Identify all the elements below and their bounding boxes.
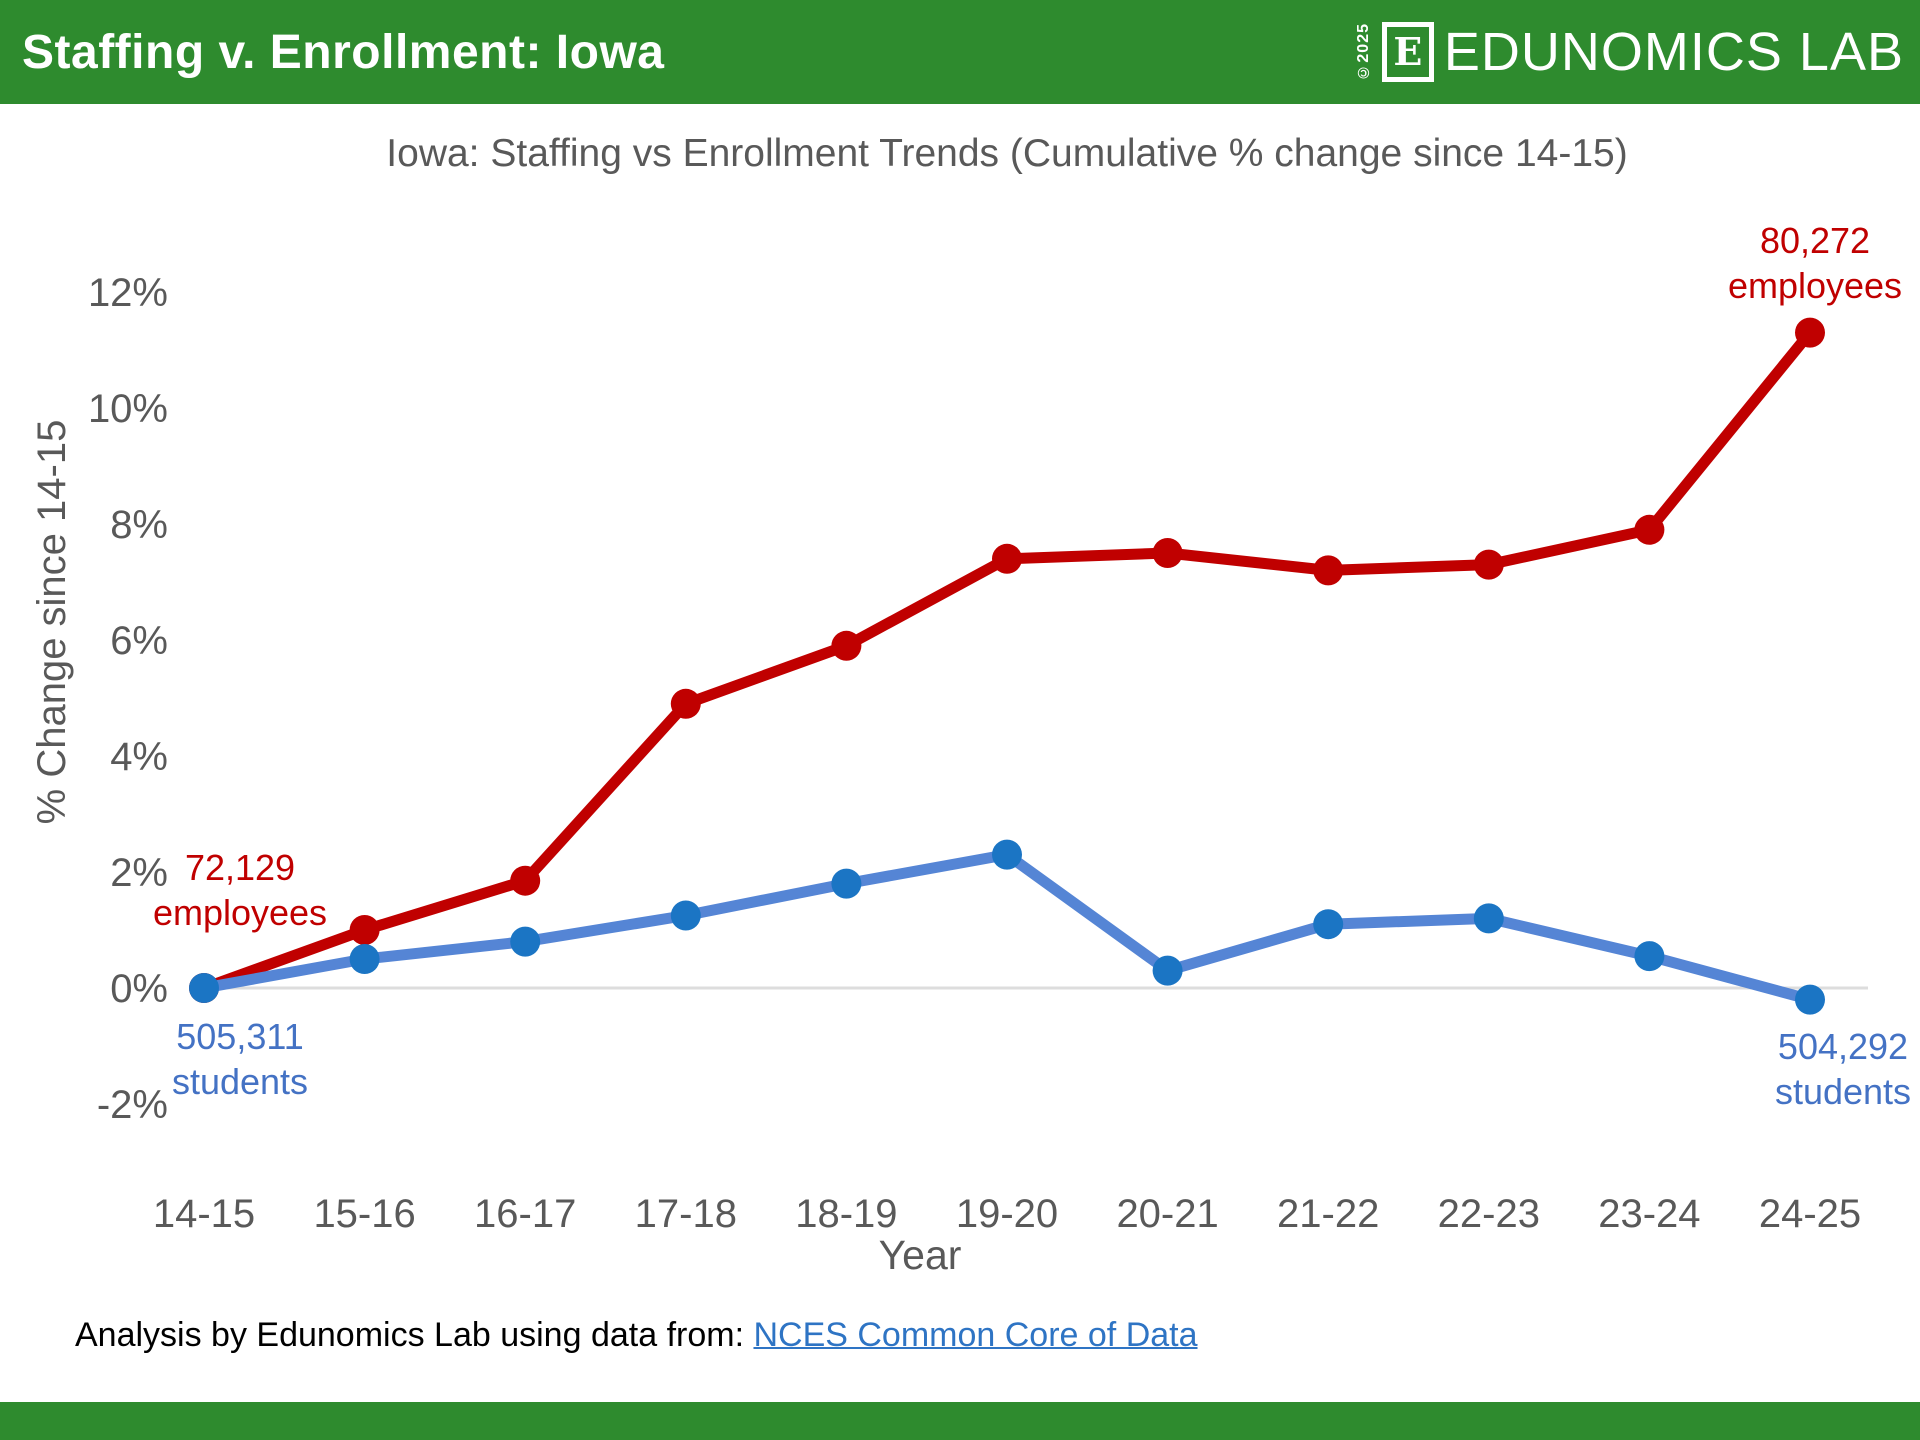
y-tick-label: 0% [110,967,168,1011]
annotation-employees-end: 80,272 employees [1665,218,1920,308]
brand-name: EDUNOMICS LAB [1443,22,1904,82]
x-tick-label: 14-15 [153,1192,255,1236]
data-point-students-17-18 [670,900,701,931]
data-point-employees-16-17 [510,865,541,896]
edunomics-logo-icon: E [1381,22,1434,82]
data-point-students-18-19 [831,868,862,899]
data-point-employees-15-16 [349,915,380,945]
annotation-value: 504,292 [1777,1026,1909,1067]
data-point-students-22-23 [1473,903,1504,934]
data-point-students-19-20 [992,839,1022,870]
y-tick-label: -2% [97,1083,168,1127]
y-tick-label: 12% [88,271,168,315]
chart-title: Iowa: Staffing vs Enrollment Trends (Cum… [386,132,1628,175]
x-axis-title: Year [879,1232,962,1278]
annotation-students-start: 505,311 students [90,1014,390,1104]
y-tick-label: 6% [110,619,168,663]
annotation-label: students [1774,1071,1912,1112]
x-tick-label: 23-24 [1598,1192,1700,1236]
x-tick-label: 22-23 [1438,1192,1540,1236]
page-title-state: Iowa [555,25,665,79]
x-tick-label: 20-21 [1116,1192,1218,1236]
logo-letter: E [1393,29,1423,74]
data-point-students-23-24 [1634,941,1665,972]
data-point-employees-21-22 [1313,555,1344,586]
data-point-employees-24-25 [1795,317,1825,348]
brand-group: ©2025 E EDUNOMICS LAB [1355,21,1904,83]
data-point-employees-18-19 [831,630,862,661]
series-line-students [198,849,1816,1006]
x-tick-label: 15-16 [313,1192,415,1236]
data-point-students-15-16 [349,944,380,974]
x-tick-label: 19-20 [956,1192,1058,1236]
y-tick-label: 10% [88,387,168,431]
data-point-students-16-17 [510,926,541,957]
data-point-students-24-25 [1795,984,1825,1015]
data-point-students-20-21 [1152,955,1183,986]
annotation-label: employees [1727,265,1903,306]
x-tick-label: 24-25 [1759,1192,1861,1236]
page-title: Staffing v. Enrollment: Iowa [22,25,664,80]
data-point-employees-22-23 [1473,549,1504,580]
annotation-value: 72,129 [184,847,296,888]
annotation-value: 80,272 [1759,220,1871,261]
data-point-employees-19-20 [992,543,1022,574]
footer-bar [0,1402,1920,1440]
source-line: Analysis by Edunomics Lab using data fro… [75,1314,1198,1356]
x-tick-label: 17-18 [635,1192,737,1236]
annotation-students-end: 504,292 students [1693,1024,1920,1114]
series-line-employees [198,327,1816,994]
source-link[interactable]: NCES Common Core of Data [753,1316,1198,1354]
page-title-prefix: Staffing v. Enrollment: [22,25,556,79]
x-tick-label: 16-17 [474,1192,576,1236]
data-point-students-21-22 [1313,909,1344,940]
x-tick-label: 18-19 [795,1192,897,1236]
data-point-employees-23-24 [1634,514,1665,545]
annotation-label: students [171,1061,309,1102]
data-point-students-14-15 [189,973,219,1003]
y-tick-label: 8% [110,503,168,547]
annotation-value: 505,311 [176,1016,304,1057]
y-tick-label: 4% [110,735,168,779]
annotation-employees-start: 72,129 employees [90,845,390,935]
data-point-employees-17-18 [670,688,701,719]
header-bar: Staffing v. Enrollment: Iowa ©2025 E EDU… [0,0,1920,104]
source-prefix: Analysis by Edunomics Lab using data fro… [75,1316,754,1354]
annotation-label: employees [152,892,328,933]
x-tick-label: 21-22 [1277,1192,1379,1236]
y-tick-label: 2% [110,851,168,895]
data-point-employees-20-21 [1152,538,1183,568]
